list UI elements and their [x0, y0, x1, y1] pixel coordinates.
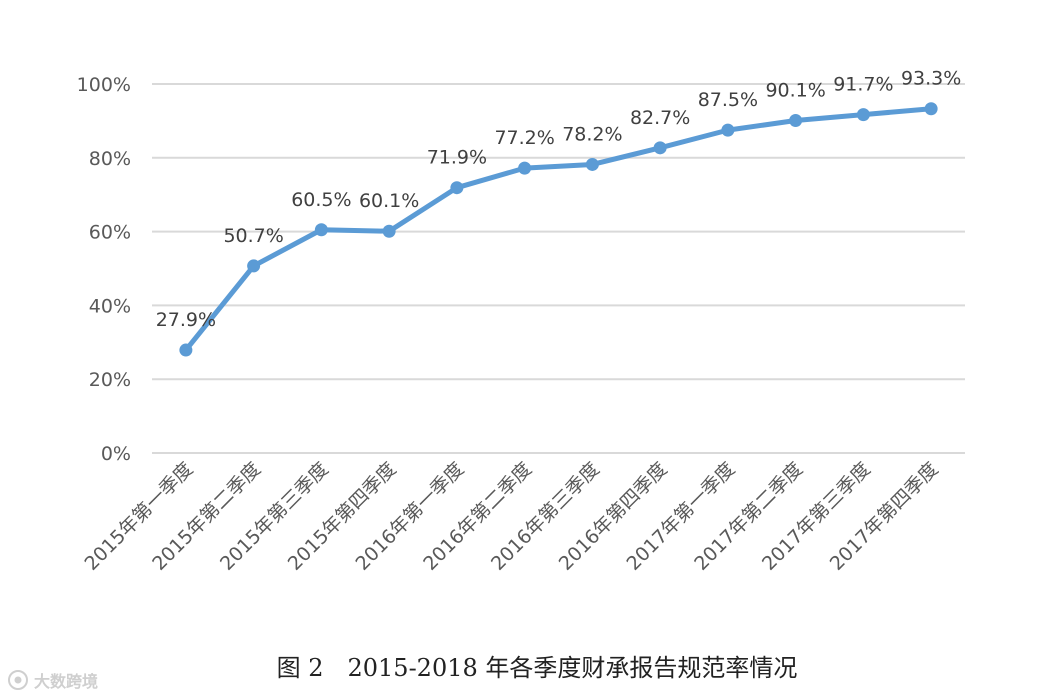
data-point — [789, 114, 803, 128]
data-label: 93.3% — [901, 68, 961, 90]
data-label: 82.7% — [630, 107, 690, 129]
data-label: 87.5% — [698, 89, 758, 111]
y-tick-label: 40% — [89, 295, 131, 317]
series-line-group — [183, 106, 934, 353]
data-point — [585, 157, 599, 171]
data-label: 60.1% — [359, 190, 419, 212]
data-label: 78.2% — [562, 123, 622, 145]
watermark-text: 大数跨境 — [34, 672, 98, 691]
data-point — [314, 223, 328, 237]
data-label: 77.2% — [494, 127, 554, 149]
y-tick-label: 20% — [89, 369, 131, 391]
watermark: 大数跨境 — [8, 670, 98, 691]
data-point — [450, 181, 464, 195]
data-label: 71.9% — [427, 147, 487, 169]
data-point — [179, 343, 193, 357]
x-axis-ticks: 2015年第一季度2015年第二季度2015年第三季度2015年第四季度2016… — [80, 458, 942, 575]
data-point — [721, 123, 735, 137]
data-label: 50.7% — [223, 225, 283, 247]
y-tick-label: 100% — [77, 74, 131, 96]
data-point — [856, 108, 870, 122]
brand-logo-icon — [8, 670, 28, 690]
data-labels: 27.9% 50.7% 60.5% 60.1% 71.9% 77.2% 78.2% 82.7%… — [156, 68, 962, 331]
y-axis-ticks: 0% 20% 40% 60% 80% 100% — [77, 74, 131, 465]
data-point — [247, 259, 261, 273]
data-label: 91.7% — [833, 74, 893, 96]
data-point — [924, 102, 938, 116]
gridlines — [152, 83, 965, 454]
data-point — [382, 224, 396, 238]
data-points — [179, 102, 938, 357]
y-tick-label: 60% — [89, 222, 131, 244]
y-tick-label: 80% — [89, 148, 131, 170]
data-point — [653, 141, 667, 155]
data-point — [518, 161, 532, 175]
y-tick-label: 0% — [101, 443, 131, 465]
data-label: 27.9% — [156, 309, 216, 331]
data-label: 90.1% — [765, 80, 825, 102]
series-line — [183, 106, 934, 353]
data-label: 60.5% — [291, 189, 351, 211]
chart-title: 图 2 2015-2018 年各季度财承报告规范率情况 — [277, 654, 798, 682]
